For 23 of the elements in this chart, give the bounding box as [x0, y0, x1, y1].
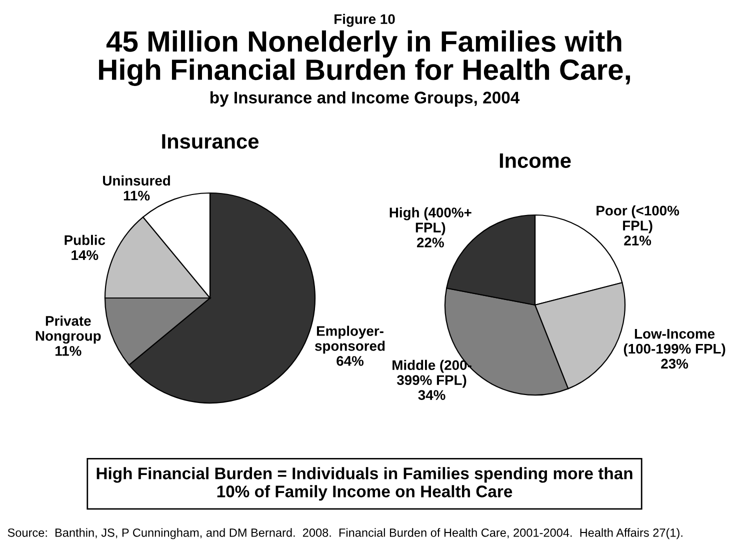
data-label: 34%	[418, 390, 446, 400]
chart-title: Insurance	[162, 134, 259, 149]
slice-label: Middle (200- 399% FPL)	[392, 360, 472, 388]
text: High Financial Burden = Individuals in Families spending more than 10% of Family Income on Health Care	[96, 467, 632, 501]
data-label: 14%	[72, 250, 98, 260]
text: by Insurance and Income Groups, 2004	[210, 91, 520, 107]
slice-label: Uninsured	[103, 175, 170, 186]
slice-label: Public	[64, 234, 106, 246]
source-note: Source: Banthin, JS, P Cunningham, and DM Bernard. 2008. Financial Burden of Health Care, 2001-2004. Health Affairs 27(1).	[8, 528, 682, 540]
data-label: 11%	[124, 190, 150, 201]
slice-label: Private Nongroup	[36, 316, 101, 344]
slice-label: High (400%+ FPL)	[390, 207, 472, 236]
text: 45 Million Nonelderly in Families with High Financial Burden for Health Care,	[99, 30, 630, 86]
caption: Figure 10	[334, 14, 395, 27]
data-label: 64%	[336, 356, 364, 366]
slice-label: Poor (<100% FPL)	[596, 205, 680, 234]
data-label: 21%	[624, 236, 652, 246]
data-label: 22%	[416, 238, 444, 248]
chart-title: Income	[500, 153, 571, 168]
slice-label: Employer- sponsored	[314, 326, 385, 354]
data-label: 11%	[56, 346, 82, 356]
data-label: 23%	[661, 358, 688, 369]
slice-label: Low-Income (100-199% FPL)	[624, 329, 726, 356]
